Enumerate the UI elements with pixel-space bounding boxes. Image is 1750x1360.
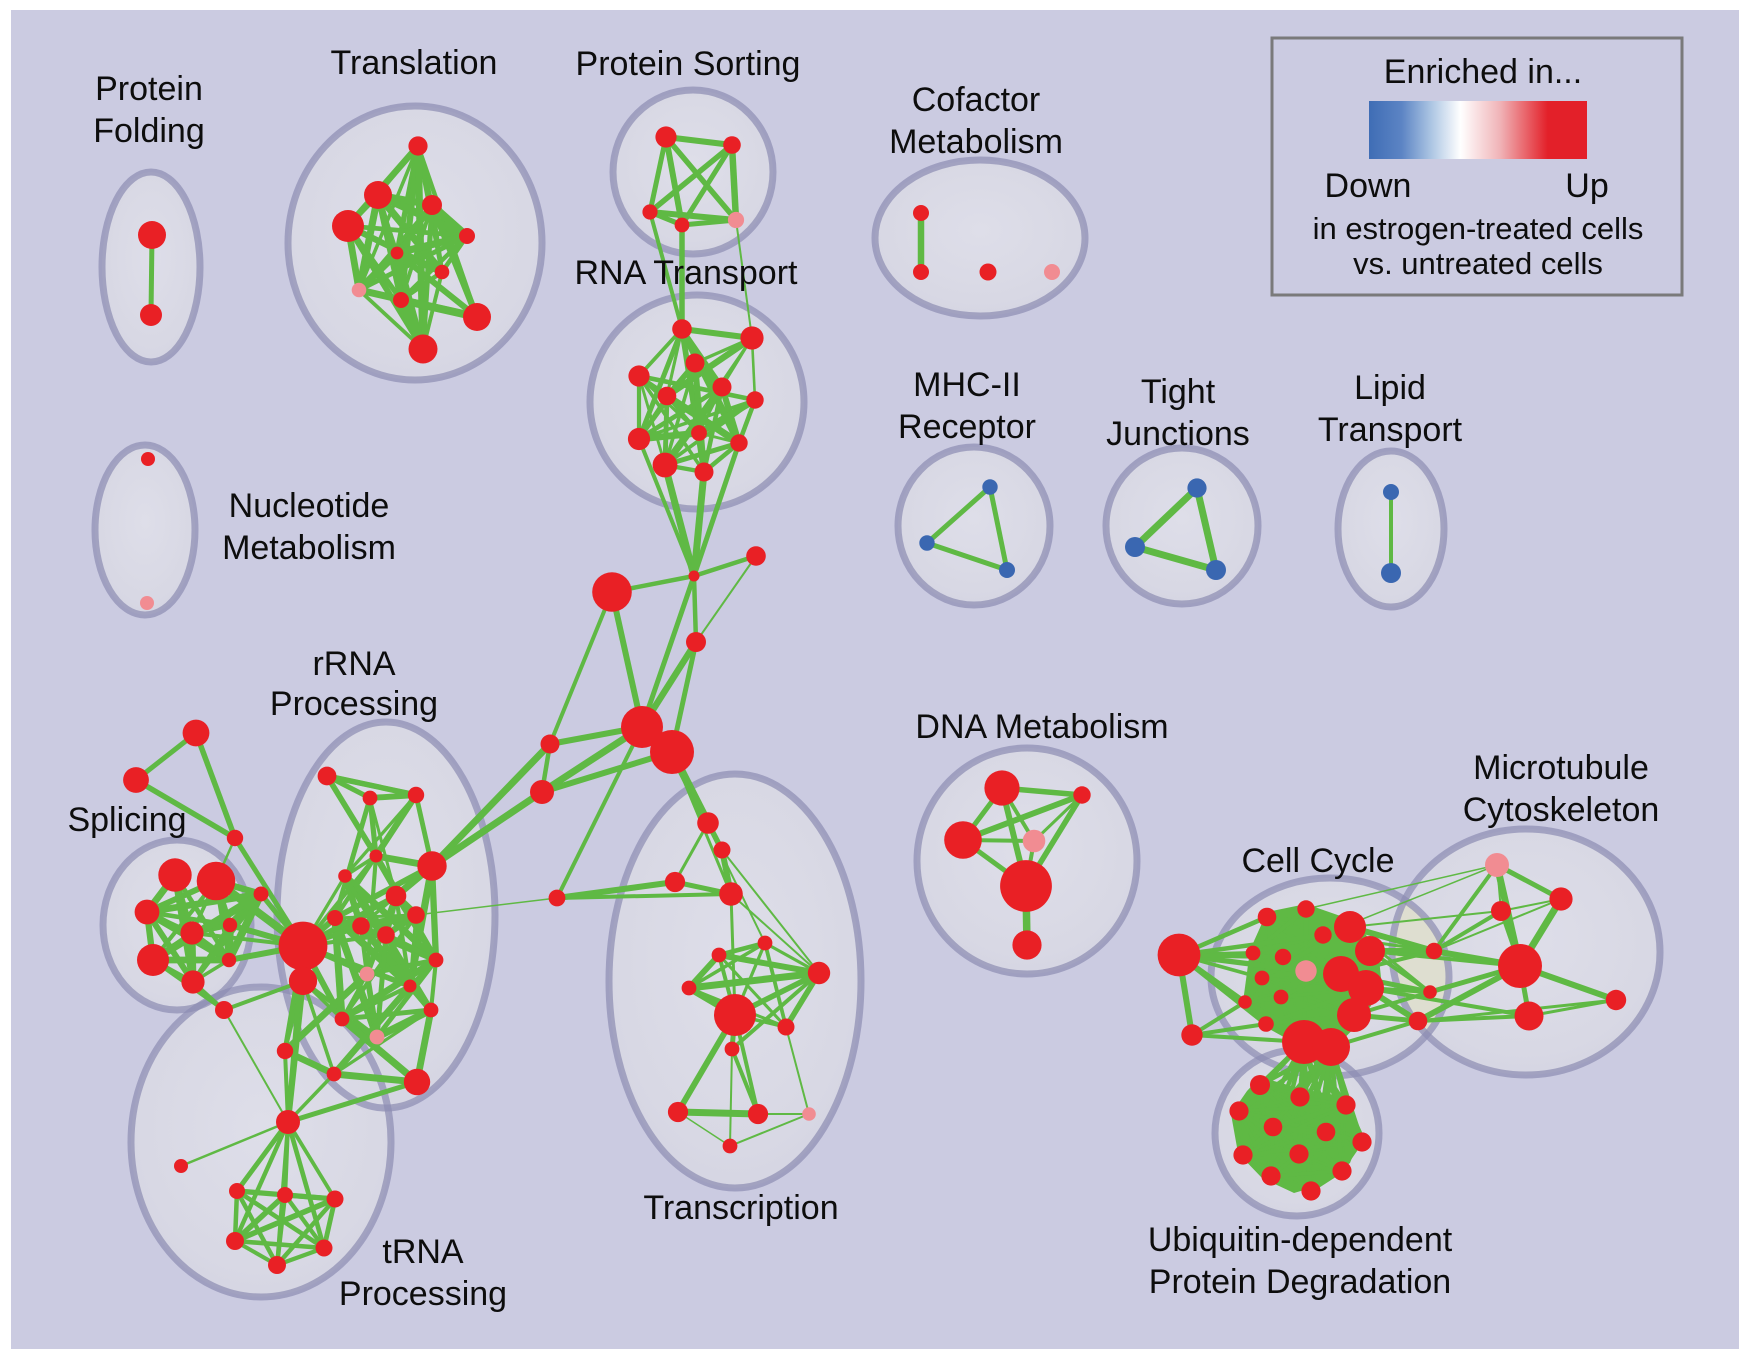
svg-text:Down: Down: [1325, 167, 1412, 205]
svg-text:MHC-II: MHC-II: [913, 366, 1021, 404]
svg-text:Nucleotide: Nucleotide: [229, 487, 390, 525]
svg-text:Translation: Translation: [331, 44, 498, 82]
svg-text:DNA Metabolism: DNA Metabolism: [915, 708, 1168, 746]
svg-text:Ubiquitin-dependent: Ubiquitin-dependent: [1148, 1221, 1453, 1259]
svg-text:Enriched in...: Enriched in...: [1384, 53, 1582, 91]
svg-text:Processing: Processing: [339, 1275, 507, 1313]
svg-text:Protein Degradation: Protein Degradation: [1149, 1263, 1451, 1301]
svg-text:Protein Sorting: Protein Sorting: [576, 45, 801, 83]
svg-text:RNA Transport: RNA Transport: [575, 254, 799, 292]
svg-text:Cofactor: Cofactor: [912, 81, 1041, 119]
svg-text:Transport: Transport: [1318, 411, 1463, 449]
svg-text:Protein: Protein: [95, 70, 203, 108]
svg-text:Splicing: Splicing: [67, 801, 186, 839]
svg-text:rRNA: rRNA: [312, 645, 395, 683]
svg-text:Lipid: Lipid: [1354, 369, 1426, 407]
svg-text:in estrogen-treated cells: in estrogen-treated cells: [1313, 211, 1644, 246]
svg-text:Cell Cycle: Cell Cycle: [1241, 842, 1394, 880]
svg-text:tRNA: tRNA: [382, 1233, 464, 1271]
svg-text:Tight: Tight: [1141, 373, 1216, 411]
svg-text:vs. untreated cells: vs. untreated cells: [1353, 246, 1603, 281]
svg-text:Receptor: Receptor: [898, 408, 1036, 446]
svg-text:Folding: Folding: [93, 112, 205, 150]
svg-text:Metabolism: Metabolism: [889, 123, 1063, 161]
svg-text:Processing: Processing: [270, 685, 438, 723]
svg-text:Metabolism: Metabolism: [222, 529, 396, 567]
svg-text:Junctions: Junctions: [1106, 415, 1250, 453]
svg-text:Cytoskeleton: Cytoskeleton: [1463, 791, 1660, 829]
svg-text:Transcription: Transcription: [643, 1189, 838, 1227]
svg-text:Up: Up: [1565, 167, 1608, 205]
svg-text:Microtubule: Microtubule: [1473, 749, 1649, 787]
